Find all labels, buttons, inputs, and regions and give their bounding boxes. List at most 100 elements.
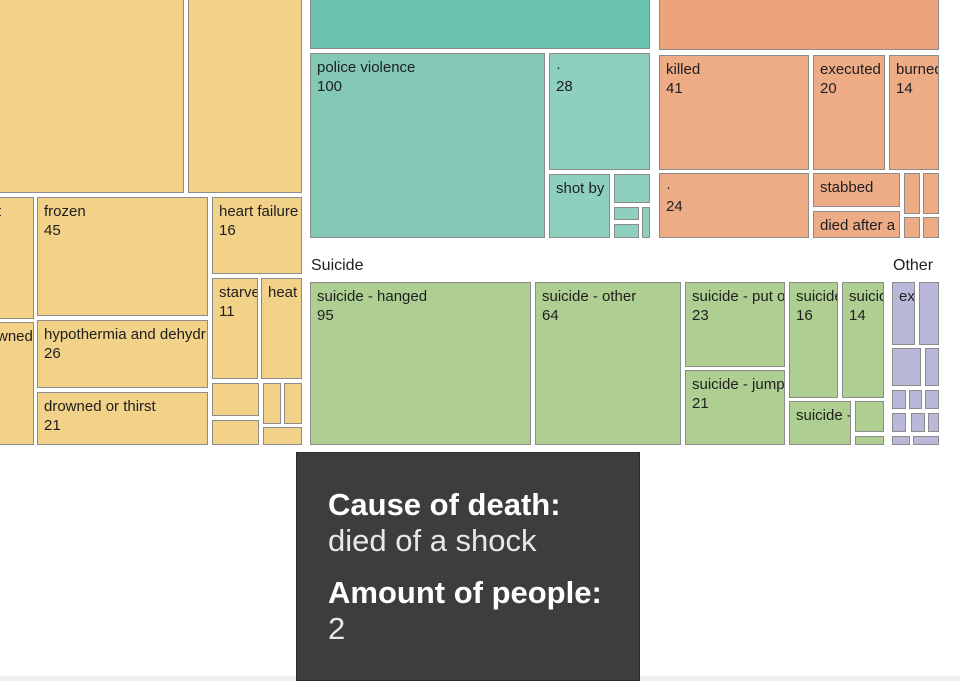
cell-value: 26 xyxy=(44,345,61,362)
group-label-suicide: Suicide xyxy=(311,257,364,274)
cell-label: executed xyxy=(820,61,881,78)
treemap-cell[interactable] xyxy=(212,383,259,416)
treemap-cell[interactable] xyxy=(212,420,259,445)
treemap-cell[interactable]: shot by xyxy=(549,174,610,238)
cell-label: suicide xyxy=(796,288,837,305)
treemap-cell[interactable] xyxy=(904,217,920,238)
treemap-cell[interactable] xyxy=(919,282,939,345)
treemap-cell[interactable] xyxy=(659,0,939,50)
treemap-cell[interactable]: died after a xyxy=(813,211,900,238)
cell-label: heat xyxy=(268,284,298,301)
treemap-cell[interactable] xyxy=(925,390,939,409)
treemap-cell[interactable] xyxy=(928,413,939,432)
treemap-cell[interactable]: heat xyxy=(261,278,302,379)
cell-value: 21 xyxy=(44,417,61,434)
treemap-cell[interactable]: suicide - put o 23 xyxy=(685,282,785,367)
treemap-cell[interactable]: ex xyxy=(892,282,915,345)
cell-label: suicide - hanged xyxy=(317,288,428,305)
cell-value: 95 xyxy=(317,307,334,324)
treemap-cell[interactable]: heart failure 16 xyxy=(212,197,302,274)
treemap-cell[interactable]: suicide - other 64 xyxy=(535,282,681,445)
treemap-cell[interactable] xyxy=(892,413,906,432)
treemap-cell[interactable] xyxy=(263,427,302,445)
cell-label: killed xyxy=(666,61,701,78)
treemap-cell[interactable]: hypothermia and dehydr 26 xyxy=(37,320,208,388)
treemap-cell[interactable] xyxy=(892,348,921,386)
cell-value: 16 xyxy=(219,222,236,239)
treemap-cell[interactable]: executed 20 xyxy=(813,55,885,170)
cell-value: 41 xyxy=(666,80,683,97)
cell-label: · xyxy=(556,59,561,76)
treemap-cell[interactable]: suicide - hanged 95 xyxy=(310,282,531,445)
treemap-cell[interactable] xyxy=(642,207,650,238)
tooltip-cause-key: Cause of death: xyxy=(328,487,561,522)
cell-value: 11 xyxy=(219,303,235,320)
treemap-cell[interactable] xyxy=(0,0,184,193)
treemap-cell[interactable] xyxy=(188,0,302,193)
treemap-cell[interactable]: t xyxy=(0,197,34,319)
cell-label: ex xyxy=(899,288,915,305)
tooltip-cause-value: died of a shock xyxy=(328,523,537,558)
treemap-cell[interactable]: stabbed xyxy=(813,173,900,207)
cell-label: wned xyxy=(0,328,33,345)
treemap-cell[interactable]: burned 14 xyxy=(889,55,939,170)
treemap-cell[interactable]: · 28 xyxy=(549,53,650,170)
treemap-cell[interactable] xyxy=(911,413,925,432)
cell-label: suicide xyxy=(849,288,883,305)
treemap-cell[interactable] xyxy=(923,217,939,238)
treemap-cell[interactable] xyxy=(614,207,639,220)
cell-label: suicide - jump xyxy=(692,376,785,393)
cell-label: · xyxy=(666,179,671,196)
treemap-cell[interactable]: frozen 45 xyxy=(37,197,208,316)
group-label-other: Other xyxy=(893,257,934,274)
treemap-cell[interactable] xyxy=(263,383,281,424)
treemap-cell[interactable] xyxy=(614,174,650,203)
treemap-cell[interactable]: suicide 16 xyxy=(789,282,838,398)
cell-label: drowned or thirst xyxy=(44,398,156,415)
cell-label: suicide - other xyxy=(542,288,637,305)
treemap-cell[interactable] xyxy=(284,383,302,424)
treemap-cell[interactable] xyxy=(925,348,939,386)
cell-label: frozen xyxy=(44,203,86,220)
cell-value: 14 xyxy=(849,307,866,324)
cell-label: burned xyxy=(896,61,939,78)
treemap-cell[interactable]: suicide 14 xyxy=(842,282,884,398)
treemap-cell[interactable] xyxy=(913,436,939,445)
cell-label: heart failure xyxy=(219,203,299,220)
treemap-cell[interactable] xyxy=(855,401,884,432)
tooltip: Cause of death: died of a shock Amount o… xyxy=(296,452,640,681)
cell-value: 21 xyxy=(692,395,709,412)
treemap-cell[interactable] xyxy=(892,436,910,445)
treemap-cell[interactable]: suicide - xyxy=(789,401,851,445)
treemap-cell[interactable]: killed 41 xyxy=(659,55,809,170)
treemap-cell[interactable] xyxy=(892,390,906,409)
treemap-cell[interactable] xyxy=(923,173,939,214)
cell-label: suicide - xyxy=(796,407,851,424)
cell-value: 23 xyxy=(692,307,709,324)
treemap-cell[interactable] xyxy=(310,0,650,49)
treemap-cell[interactable] xyxy=(909,390,922,409)
cell-value: 45 xyxy=(44,222,61,239)
cell-value: 16 xyxy=(796,307,813,324)
treemap-cell[interactable]: drowned or thirst 21 xyxy=(37,392,208,445)
cell-label: died after a xyxy=(820,217,896,234)
treemap-cell[interactable]: · 24 xyxy=(659,173,809,238)
treemap-cell[interactable]: police violence 100 xyxy=(310,53,545,238)
cell-label: t xyxy=(0,202,33,221)
treemap-cell[interactable]: suicide - jump 21 xyxy=(685,370,785,445)
cell-label: police violence xyxy=(317,59,416,76)
cell-value: 64 xyxy=(542,307,559,324)
cell-value: 28 xyxy=(556,78,573,95)
cell-label: hypothermia and dehydr xyxy=(44,326,206,343)
cell-label: starve xyxy=(219,284,258,301)
cell-value: 20 xyxy=(820,80,837,97)
treemap-cell[interactable]: starve 11 xyxy=(212,278,258,379)
treemap-cell[interactable]: wned xyxy=(0,322,34,445)
cell-label: suicide - put o xyxy=(692,288,785,305)
cell-label: stabbed xyxy=(820,179,874,196)
treemap-cell[interactable] xyxy=(614,224,639,238)
treemap-cell[interactable] xyxy=(904,173,920,214)
treemap-cell[interactable] xyxy=(855,436,884,445)
cell-value: 24 xyxy=(666,198,683,215)
